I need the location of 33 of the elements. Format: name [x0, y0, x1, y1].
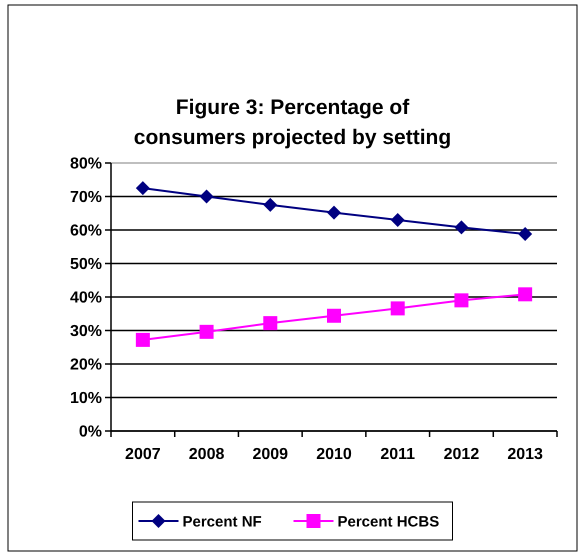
point	[136, 332, 150, 347]
y-tick-label: 30%	[70, 323, 102, 340]
x-tick-label: 2007	[125, 446, 161, 463]
point	[200, 324, 214, 339]
point	[136, 181, 150, 196]
point	[263, 316, 278, 330]
point	[518, 227, 532, 242]
point	[327, 206, 341, 220]
point	[263, 198, 278, 212]
y-tick-label: 40%	[70, 290, 102, 307]
x-tick-label: 2013	[507, 446, 544, 463]
x-tick-label: 2008	[188, 446, 224, 463]
y-tick-label: 0%	[78, 424, 102, 441]
point	[518, 287, 532, 302]
y-tick-label: 50%	[70, 256, 102, 274]
x-tick-label: 2010	[316, 446, 352, 463]
x-tick-label: 2011	[380, 446, 416, 463]
point	[454, 220, 468, 234]
point	[454, 293, 468, 308]
y-tick-label: 20%	[70, 356, 102, 374]
chart-title: Figure 3: Percentage of consumers projected by setting	[134, 96, 452, 149]
legend-label: Percent NF	[182, 513, 262, 530]
point	[390, 301, 405, 316]
y-tick-label: 10%	[70, 390, 102, 408]
y-tick-label: 60%	[70, 222, 102, 240]
point	[200, 190, 214, 204]
legend-label: Percent HCBS	[338, 513, 440, 530]
y-tick-label: 80%	[70, 156, 102, 173]
point	[327, 308, 341, 323]
x-tick-label: 2009	[252, 446, 288, 463]
x-tick-label: 2012	[444, 446, 480, 463]
point	[390, 212, 405, 227]
y-tick-label: 70%	[70, 189, 102, 206]
